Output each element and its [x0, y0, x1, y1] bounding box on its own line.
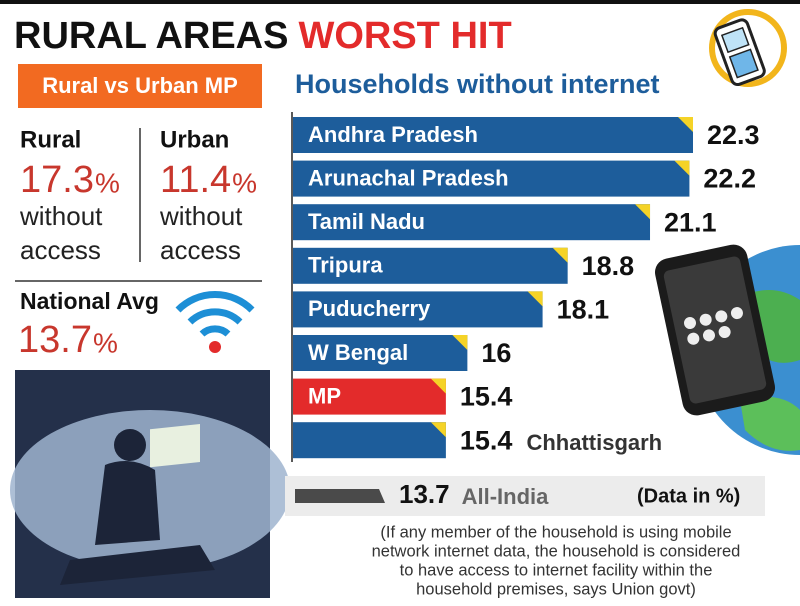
value-label: 22.3: [707, 120, 760, 150]
bar-corner: [635, 204, 651, 220]
wifi-dot: [209, 341, 221, 353]
value-label: 16: [481, 338, 511, 368]
phone-icon-screen: [720, 26, 750, 54]
icon-dot: [718, 326, 731, 339]
bar: [293, 378, 446, 415]
person-legs: [60, 545, 215, 585]
phone-screen: [663, 256, 767, 404]
icon-dot: [730, 307, 743, 320]
bar-corner: [674, 160, 690, 176]
stat-note: access: [20, 235, 101, 265]
bar-corner: [678, 117, 693, 132]
phone-icon: [713, 18, 766, 87]
icon-dot: [687, 332, 700, 345]
phone-illustration: [654, 244, 776, 416]
chart-title: Households without internet: [295, 69, 660, 99]
icon-dot: [684, 317, 697, 330]
stat-note: access: [160, 235, 241, 265]
bar-corner: [552, 247, 568, 263]
bar-corner: [527, 291, 543, 307]
stat-note: without: [19, 201, 103, 231]
value-label: 15.4: [460, 382, 513, 412]
top-rule: [0, 0, 800, 4]
left-heading: Rural vs Urban MP: [42, 73, 238, 98]
stat-label: Urban: [160, 126, 229, 153]
bar: [293, 335, 468, 371]
stat-unit: %: [95, 167, 120, 198]
person-body: [95, 461, 160, 545]
footnote: network internet data, the household is …: [372, 542, 741, 560]
stat-value: 11.4: [160, 159, 231, 201]
reference-label: All-India: [462, 484, 550, 509]
footnote: household premises, says Union govt): [416, 580, 696, 598]
footnote: (If any member of the household is using…: [380, 523, 731, 541]
title-highlight: WORST HIT: [298, 15, 511, 57]
category-label: Tripura: [308, 253, 383, 278]
wifi-arc: [187, 308, 243, 325]
value-label: 15.4: [460, 425, 513, 455]
phone-icon-keys: [728, 48, 759, 79]
value-label: 18.8: [582, 251, 635, 281]
wifi-arc: [175, 291, 255, 313]
bar-corner: [430, 378, 446, 394]
stat-value: 13.7: [18, 319, 92, 361]
value-label: 22.2: [703, 164, 756, 194]
icon-dot: [699, 313, 712, 326]
icon-dot: [715, 310, 728, 323]
bar: [293, 117, 693, 153]
icon-dot: [702, 329, 715, 342]
bar: [293, 247, 568, 284]
bar-corner: [430, 422, 446, 438]
title: RURAL AREAS: [14, 15, 288, 57]
globe-land: [740, 396, 800, 451]
category-label: Arunachal Pradesh: [308, 165, 509, 190]
bar: [293, 204, 651, 241]
reference-value: 13.7: [399, 479, 450, 509]
laptop-screen: [150, 423, 200, 468]
heading-box: [18, 64, 262, 108]
category-label: Tamil Nadu: [308, 209, 425, 234]
stat-unit: %: [232, 167, 257, 198]
unit-note: (Data in %): [637, 485, 740, 507]
stat-note: without: [159, 201, 243, 231]
stat-value: 17.3: [20, 159, 94, 201]
value-label: 21.1: [664, 207, 717, 237]
person-head: [114, 429, 146, 461]
reference-bar: [295, 489, 385, 503]
category-label: W Bengal: [308, 340, 408, 365]
stat-unit: %: [93, 327, 118, 358]
category-label: MP: [308, 383, 341, 408]
bar: [293, 291, 543, 328]
category-label: Chhattisgarh: [526, 430, 662, 455]
wifi-arc: [199, 325, 231, 337]
bar: [293, 160, 690, 197]
category-label: Andhra Pradesh: [308, 122, 478, 147]
value-label: 18.1: [557, 295, 610, 325]
bar: [293, 422, 446, 459]
wifi-icon: [175, 291, 255, 353]
category-label: Puducherry: [308, 296, 431, 321]
stat-label: National Avg: [20, 288, 159, 314]
phone-icon-ring: [709, 9, 787, 87]
footnote: to have access to internet facility with…: [400, 561, 713, 579]
bar-corner: [452, 335, 468, 350]
stat-label: Rural: [20, 126, 81, 153]
illustration: [10, 370, 290, 598]
